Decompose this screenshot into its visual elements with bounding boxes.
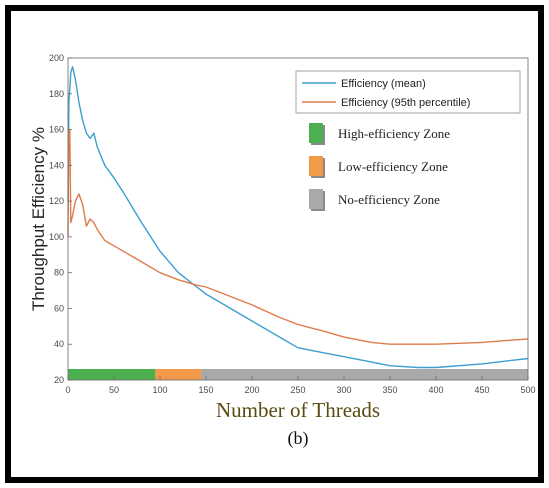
legend-box — [295, 70, 521, 114]
x-tick-label: 200 — [244, 385, 259, 395]
zone-bars — [68, 369, 528, 380]
x-tick-label: 0 — [65, 385, 70, 395]
series-line-1 — [67, 128, 529, 345]
legend-label-95th: Efficiency (95th percentile) — [341, 97, 470, 109]
legend-zone-low: Low-efficiency Zone — [309, 156, 448, 178]
x-tick-label: 350 — [382, 385, 397, 395]
zone-swatch-none — [309, 189, 323, 209]
y-tick-label: 140 — [49, 160, 64, 170]
x-tick-label: 50 — [109, 385, 119, 395]
x-tick-label: 100 — [152, 385, 167, 395]
legend-zone-none: No-efficiency Zone — [309, 189, 440, 211]
series-line-0 — [67, 66, 529, 369]
y-tick-label: 200 — [49, 53, 64, 63]
x-tick-label: 150 — [198, 385, 213, 395]
series-lines — [67, 66, 529, 369]
legend-zone-high: High-efficiency Zone — [309, 123, 450, 145]
zone-swatch-high — [309, 123, 323, 143]
legend: Efficiency (mean) Efficiency (95th perce… — [295, 70, 521, 211]
zone-bar-2 — [201, 369, 528, 380]
y-tick-label: 60 — [54, 303, 64, 313]
zone-bar-1 — [155, 369, 202, 380]
zone-label-none: No-efficiency Zone — [338, 192, 440, 207]
y-axis-label: Throughput Efficiency % — [29, 127, 48, 311]
x-tick-label: 500 — [520, 385, 535, 395]
y-tick-label: 100 — [49, 232, 64, 242]
zone-label-high: High-efficiency Zone — [338, 126, 450, 141]
zone-bar-0 — [68, 369, 156, 380]
figure-caption: (b) — [288, 428, 309, 449]
y-tick-label: 40 — [54, 339, 64, 349]
y-tick-label: 120 — [49, 196, 64, 206]
zone-swatch-low — [309, 156, 323, 176]
y-axis-ticks: 20 40 60 80 100 120 140 160 180 200 — [49, 53, 72, 385]
x-tick-label: 450 — [474, 385, 489, 395]
legend-label-mean: Efficiency (mean) — [341, 78, 426, 90]
y-tick-label: 160 — [49, 125, 64, 135]
x-tick-label: 250 — [290, 385, 305, 395]
y-tick-label: 180 — [49, 89, 64, 99]
y-tick-label: 80 — [54, 268, 64, 278]
zone-label-low: Low-efficiency Zone — [338, 159, 448, 174]
y-tick-label: 20 — [54, 375, 64, 385]
x-axis-label: Number of Threads — [216, 398, 380, 422]
x-tick-label: 400 — [428, 385, 443, 395]
x-tick-label: 300 — [336, 385, 351, 395]
x-axis-ticks: 0 50 100 150 200 250 300 350 400 450 500 — [65, 376, 536, 395]
